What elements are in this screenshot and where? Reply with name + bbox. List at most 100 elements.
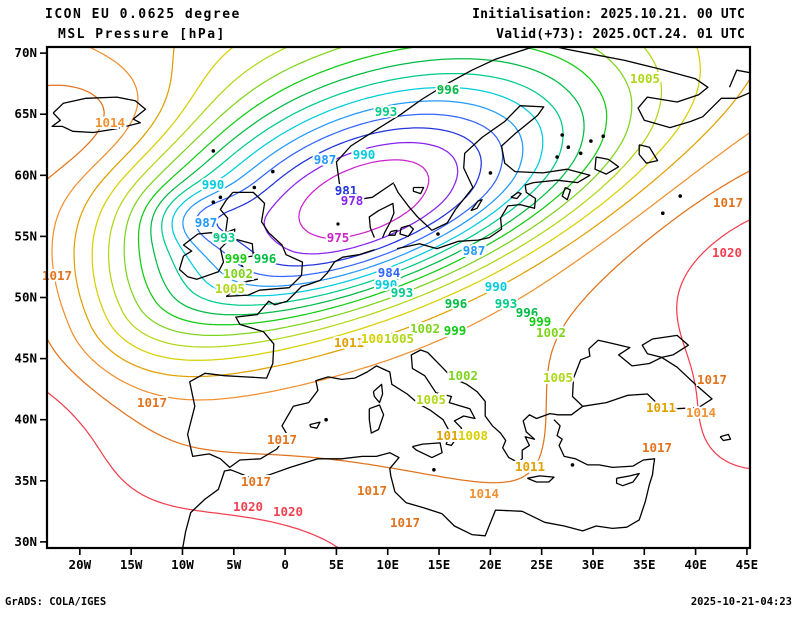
island-speck <box>488 171 493 175</box>
contour-label: 1020 <box>712 245 742 260</box>
isobar-984 <box>194 113 504 278</box>
coastline-segment <box>182 419 656 548</box>
contour-label: 996 <box>254 251 277 266</box>
coastline-segment <box>411 442 443 459</box>
contour-label: 1011 <box>436 428 466 443</box>
x-tick-label: 0 <box>281 557 289 572</box>
x-tick-label: 10W <box>171 557 194 572</box>
contour-label: 993 <box>495 296 518 311</box>
coastline-segment <box>388 229 398 236</box>
contour-label: 1017 <box>642 440 672 455</box>
island-speck <box>211 149 216 153</box>
island-speck <box>661 211 665 215</box>
valid-time-label: Valid(+73): 2025.OCT.24. 01 UTC <box>496 27 745 42</box>
contour-label: 975 <box>327 230 350 245</box>
isobar-993 <box>161 72 564 306</box>
x-tick-label: 20W <box>69 557 92 572</box>
isobar-1008 <box>91 47 701 361</box>
isobar-975 <box>298 159 430 239</box>
x-tick-label: 40E <box>684 557 707 572</box>
contour-label: 1020 <box>233 499 263 514</box>
contour-label: 1002 <box>448 368 478 383</box>
island-speck <box>436 232 440 236</box>
x-tick-label: 30E <box>582 557 605 572</box>
isobar-1005 <box>107 47 663 348</box>
y-tick-label: 45N <box>14 351 37 366</box>
isobar-990 <box>171 86 544 297</box>
contour-label: 1008 <box>458 428 488 443</box>
coastline-segment <box>719 433 732 442</box>
contour-label: 990 <box>353 147 376 162</box>
x-tick-label: 20E <box>479 557 502 572</box>
contour-label: 1017 <box>357 483 387 498</box>
island-speck <box>589 139 593 143</box>
island-speck <box>218 195 223 200</box>
isobar-1002 <box>123 47 633 337</box>
coastline-segment <box>527 475 555 483</box>
coastlines <box>51 47 750 548</box>
contour-label: 1014 <box>95 115 125 130</box>
coastline-segment <box>51 96 147 134</box>
coastline-segment <box>561 186 572 201</box>
coastline-segment <box>335 47 535 201</box>
contour-label: 993 <box>213 230 236 245</box>
contour-label: 1017 <box>697 372 727 387</box>
grads-credit: GrADS: COLA/IGES <box>5 596 107 608</box>
contour-label: 999 <box>225 251 248 266</box>
island-speck <box>252 185 257 190</box>
isobar-1020 <box>47 219 750 548</box>
island-speck <box>324 417 328 422</box>
coastline-segment <box>393 105 591 250</box>
x-tick-label: 45E <box>736 557 759 572</box>
coastline-segment <box>399 224 415 238</box>
isobar-978 <box>263 141 459 255</box>
contour-label: 1005 <box>416 392 446 407</box>
contour-label: 1002 <box>410 321 440 336</box>
coastline-segment <box>219 191 304 297</box>
island-speck <box>578 151 583 156</box>
x-tick-label: 10E <box>376 557 399 572</box>
island-speck <box>211 200 216 204</box>
y-tick-label: 70N <box>14 45 37 60</box>
creation-timestamp: 2025-10-21-04:23 <box>690 596 792 608</box>
isobar-987 <box>182 100 524 287</box>
contour-label: 993 <box>391 285 414 300</box>
contour-label: 987 <box>195 215 218 230</box>
low-center-marker <box>336 222 340 226</box>
coastline-segment <box>594 156 620 175</box>
x-tick-label: 25E <box>530 557 553 572</box>
contour-label: 1014 <box>469 486 499 501</box>
contour-label: 1017 <box>137 395 167 410</box>
init-time-label: Initialisation: 2025.10.21. 00 UTC <box>472 7 745 22</box>
island-speck <box>271 169 275 174</box>
coastline-segment <box>638 144 659 164</box>
y-tick-label: 55N <box>14 228 37 243</box>
island-speck <box>432 468 436 472</box>
island-speck <box>601 134 605 138</box>
contour-label: 1011 <box>334 335 364 350</box>
contour-label: 1017 <box>267 432 297 447</box>
contour-label: 996 <box>437 82 460 97</box>
contour-label: 987 <box>314 152 337 167</box>
y-tick-label: 30N <box>14 534 37 549</box>
contour-label: 1008 <box>361 331 391 346</box>
variable-title: MSL Pressure [hPa] <box>58 27 226 42</box>
contour-label: 996 <box>516 305 539 320</box>
coastline-segment <box>372 383 384 404</box>
contour-label: 1017 <box>241 474 271 489</box>
isobar-1017 <box>47 84 750 484</box>
coastline-segment <box>178 232 229 280</box>
isobar-996 <box>150 58 585 316</box>
y-tick-label: 65N <box>14 106 37 121</box>
contour-label: 990 <box>375 277 398 292</box>
y-tick-label: 60N <box>14 167 37 182</box>
isobar-contours <box>47 47 750 548</box>
island-speck <box>678 194 682 198</box>
coastline-segment <box>368 202 395 238</box>
coastline-segment <box>368 404 385 434</box>
island-speck <box>566 145 571 149</box>
contour-label: 1017 <box>713 195 743 210</box>
coastline-segment <box>641 334 690 359</box>
coastline-segment <box>728 69 750 88</box>
